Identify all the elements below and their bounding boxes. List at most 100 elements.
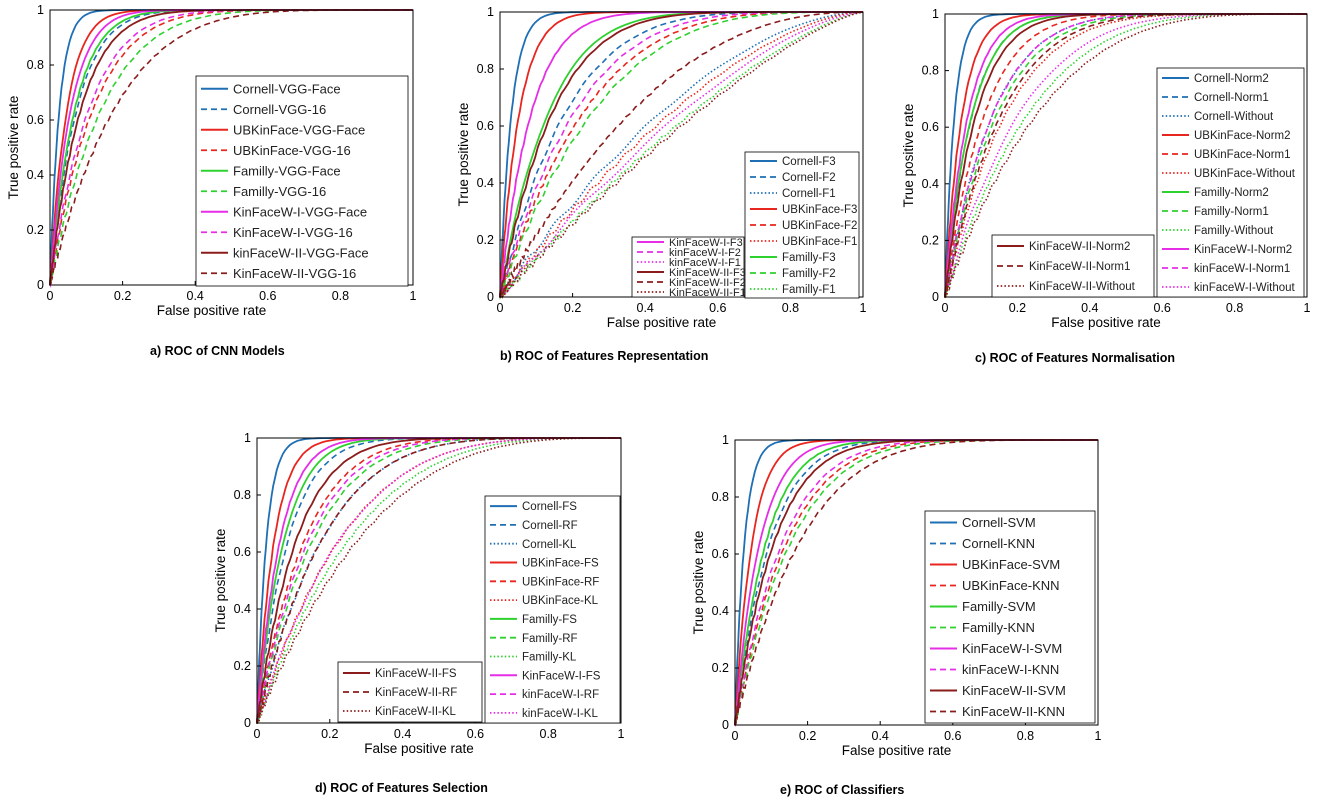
legend-box bbox=[924, 510, 1096, 724]
legend-entry-kinfacew-ii-norm2: KinFaceW-II-Norm2 bbox=[1029, 241, 1130, 253]
legend-entry-cornell-f2: Cornell-F2 bbox=[782, 172, 836, 184]
x-tick-label: 0.4 bbox=[394, 727, 411, 741]
legend-entry-familly-rf: Familly-RF bbox=[522, 633, 578, 645]
legend-entry-cornell-fs: Cornell-FS bbox=[522, 501, 577, 513]
legend-entry-familly-f2: Familly-F2 bbox=[782, 268, 836, 280]
legend-entry-kinfacew-ii-f3: KinFaceW-II-F3 bbox=[669, 267, 746, 279]
x-axis-label: False positive rate bbox=[1051, 315, 1161, 330]
legend-entry-ubkinface-f2: UBKinFace-F2 bbox=[782, 220, 857, 232]
x-tick-label: 0.6 bbox=[944, 729, 961, 743]
legend-box bbox=[1156, 67, 1305, 298]
x-tick-label: 0.6 bbox=[1154, 301, 1171, 315]
series-line-familly-without bbox=[944, 13, 1307, 298]
series-line-kinfacew-ii-f2 bbox=[499, 11, 863, 298]
x-tick-label: 0.4 bbox=[637, 301, 654, 315]
x-tick-label: 0.8 bbox=[1226, 301, 1243, 315]
y-tick-label: 0 bbox=[722, 718, 729, 732]
y-tick-label: 0.4 bbox=[477, 176, 494, 190]
legend-entry-familly-f3: Familly-F3 bbox=[782, 252, 836, 264]
legend-entry-ubkinface-without: UBKinFace-Without bbox=[1194, 168, 1296, 180]
legend-entry-kinfacew-i-without: kinFaceW-I-Without bbox=[1194, 282, 1296, 294]
series-line-familly-f2 bbox=[499, 11, 863, 298]
y-tick-label: 0.4 bbox=[27, 168, 44, 182]
series-line-ubkinface-norm1 bbox=[944, 13, 1307, 298]
legend-entry-familly-vgg-16: Familly-VGG-16 bbox=[233, 184, 326, 199]
series-line-cornell-knn bbox=[734, 439, 1098, 726]
legend-1: Cornell-FS Cornell-RF Cornell-KL UBKinFace-… bbox=[484, 495, 621, 724]
plot-area-frame bbox=[256, 437, 622, 724]
y-tick-label: 0.8 bbox=[922, 64, 939, 78]
x-tick-label: 0.2 bbox=[114, 289, 131, 303]
legend-entry-kinfacew-ii-f1: KinFaceW-II-F1 bbox=[669, 287, 746, 299]
legend-entry-familly-kl: Familly-KL bbox=[522, 652, 577, 664]
legend-entry-kinfacew-i-fs: KinFaceW-I-FS bbox=[522, 670, 601, 682]
series-line-kinfacew-i-f1 bbox=[499, 11, 864, 296]
legend-entry-kinfacew-i-f2: kinFaceW-I-F2 bbox=[669, 247, 741, 259]
series-line-kinfacew-i-kl bbox=[256, 437, 621, 722]
series-line-cornell-f1 bbox=[499, 11, 864, 298]
y-tick-label: 0 bbox=[37, 278, 44, 292]
legend-entry-familly-fs: Familly-FS bbox=[522, 614, 577, 626]
x-tick-label: 0.4 bbox=[872, 729, 889, 743]
legend-2: KinFaceW-II-FS KinFaceW-II-RF KinFaceW-II-… bbox=[337, 661, 483, 723]
y-tick-label: 0.6 bbox=[27, 113, 44, 127]
x-tick-label: 0.8 bbox=[1017, 729, 1034, 743]
legend-box bbox=[195, 75, 409, 287]
panel-caption: c) ROC of Features Normalisation bbox=[975, 351, 1175, 365]
legend-entry-kinfacew-i-svm: KinFaceW-I-SVM bbox=[962, 641, 1062, 656]
legend-entry-kinfacew-i-vgg-16: KinFaceW-I-VGG-16 bbox=[233, 225, 353, 240]
legend-entry-kinfacew-ii-vgg-face: kinFaceW-II-VGG-Face bbox=[233, 245, 369, 260]
legend-1: Cornell-VGG-Face Cornell-VGG-16 UBKinFace-… bbox=[195, 75, 409, 287]
legend-entry-familly-norm1: Familly-Norm1 bbox=[1194, 206, 1269, 218]
y-tick-label: 0.8 bbox=[712, 490, 729, 504]
legend-entry-kinfacew-i-kl: kinFaceW-I-KL bbox=[522, 708, 598, 720]
y-axis-label: True positive rate bbox=[6, 96, 21, 200]
legend-entry-ubkinface-norm2: UBKinFace-Norm2 bbox=[1194, 130, 1291, 142]
y-axis-label: True positive rate bbox=[691, 531, 706, 635]
x-tick-label: 0 bbox=[732, 729, 739, 743]
y-tick-label: 0 bbox=[244, 716, 251, 730]
y-axis-label: True positive rate bbox=[213, 529, 228, 633]
x-tick-label: 0 bbox=[497, 301, 504, 315]
x-tick-label: 0.2 bbox=[799, 729, 816, 743]
y-tick-label: 0.2 bbox=[27, 223, 44, 237]
series-line-kinfacew-ii-vgg-16 bbox=[49, 9, 413, 286]
legend-entry-ubkinface-f1: UBKinFace-F1 bbox=[782, 236, 857, 248]
legend-entry-ubkinface-vgg-face: UBKinFace-VGG-Face bbox=[233, 122, 365, 137]
legend-entry-kinfacew-i-rf: kinFaceW-I-RF bbox=[522, 689, 599, 701]
x-tick-label: 0 bbox=[47, 289, 54, 303]
legend-entry-cornell-norm2: Cornell-Norm2 bbox=[1194, 73, 1269, 85]
legend-entry-kinfacew-i-vgg-face: KinFaceW-I-VGG-Face bbox=[233, 204, 367, 219]
legend-entry-cornell-without: Cornell-Without bbox=[1194, 111, 1274, 123]
y-tick-label: 0.8 bbox=[234, 488, 251, 502]
y-tick-label: 0.2 bbox=[234, 659, 251, 673]
y-tick-label: 1 bbox=[244, 431, 251, 445]
legend-entry-familly-norm2: Familly-Norm2 bbox=[1194, 187, 1269, 199]
x-tick-label: 0.6 bbox=[467, 727, 484, 741]
legend-entry-kinfacew-ii-svm: KinFaceW-II-SVM bbox=[962, 683, 1066, 698]
legend-entry-cornell-norm1: Cornell-Norm1 bbox=[1194, 92, 1269, 104]
y-tick-label: 0.2 bbox=[922, 233, 939, 247]
y-tick-label: 0.2 bbox=[477, 233, 494, 247]
chart-panel-1: 0 0.2 0.4 0.6 0.8 1 0 0.2 0.4 0.6 0.8 1 False positi… bbox=[6, 3, 417, 358]
legend-entry-cornell-knn: Cornell-KNN bbox=[962, 536, 1035, 551]
series-line-ubkinface-f2 bbox=[499, 11, 863, 298]
x-tick-label: 0.6 bbox=[709, 301, 726, 315]
x-tick-label: 1 bbox=[1095, 729, 1102, 743]
chart-panel-3: 0 0.2 0.4 0.6 0.8 1 0 0.2 0.4 0.6 0.8 1 False positi… bbox=[901, 7, 1311, 365]
legend-entry-kinfacew-ii-without: KinFaceW-II-Without bbox=[1029, 281, 1136, 293]
x-axis-label: False positive rate bbox=[607, 315, 717, 330]
series-line-kinfacew-ii-without bbox=[944, 13, 1307, 298]
chart-panel-2: 0 0.2 0.4 0.6 0.8 1 0 0.2 0.4 0.6 0.8 1 False positi… bbox=[456, 5, 867, 363]
legend-entry-kinfacew-ii-kl: KinFaceW-II-KL bbox=[375, 706, 457, 718]
legend-entry-kinfacew-ii-f2: KinFaceW-II-F2 bbox=[669, 277, 746, 289]
x-tick-label: 0.2 bbox=[321, 727, 338, 741]
series-line-kinfacew-ii-knn bbox=[734, 439, 1098, 726]
series-line-ubkinface-f1 bbox=[499, 11, 864, 300]
legend-entry-cornell-f3: Cornell-F3 bbox=[782, 156, 836, 168]
legend-entry-familly-svm: Familly-SVM bbox=[962, 599, 1036, 614]
legend-entry-ubkinface-f3: UBKinFace-F3 bbox=[782, 204, 857, 216]
legend-entry-ubkinface-svm: UBKinFace-SVM bbox=[962, 557, 1060, 572]
y-axis-label: True positive rate bbox=[456, 103, 471, 207]
